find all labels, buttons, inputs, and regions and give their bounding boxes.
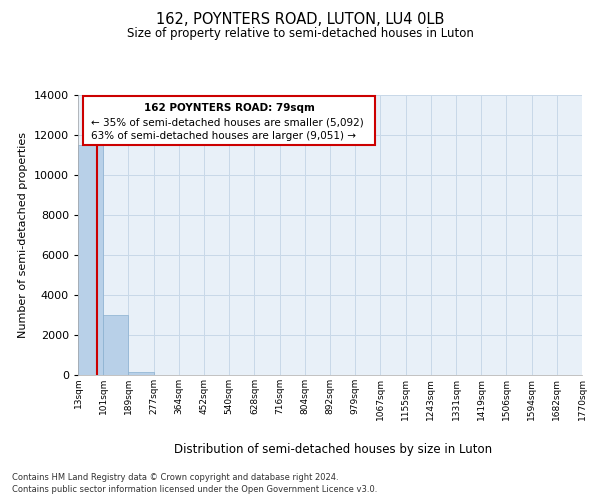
Text: ← 35% of semi-detached houses are smaller (5,092): ← 35% of semi-detached houses are smalle… xyxy=(91,118,364,128)
Bar xyxy=(128,372,154,375)
Text: 162 POYNTERS ROAD: 79sqm: 162 POYNTERS ROAD: 79sqm xyxy=(144,104,314,114)
Text: Distribution of semi-detached houses by size in Luton: Distribution of semi-detached houses by … xyxy=(174,442,492,456)
Text: Contains public sector information licensed under the Open Government Licence v3: Contains public sector information licen… xyxy=(12,485,377,494)
Text: 63% of semi-detached houses are larger (9,051) →: 63% of semi-detached houses are larger (… xyxy=(91,132,356,141)
Bar xyxy=(103,315,128,375)
Y-axis label: Number of semi-detached properties: Number of semi-detached properties xyxy=(18,132,28,338)
FancyBboxPatch shape xyxy=(83,96,376,146)
Text: Contains HM Land Registry data © Crown copyright and database right 2024.: Contains HM Land Registry data © Crown c… xyxy=(12,472,338,482)
Text: 162, POYNTERS ROAD, LUTON, LU4 0LB: 162, POYNTERS ROAD, LUTON, LU4 0LB xyxy=(156,12,444,28)
Bar xyxy=(78,145,103,375)
Text: Size of property relative to semi-detached houses in Luton: Size of property relative to semi-detach… xyxy=(127,28,473,40)
